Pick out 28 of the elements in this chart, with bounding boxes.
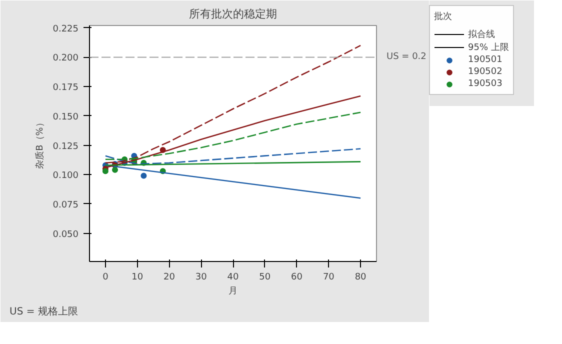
y-tick-label: 0.100 [52,171,79,182]
x-tick-label: 70 [322,272,335,282]
y-tick-label: 0.175 [52,83,78,94]
chart-title: 所有批次的稳定期 [189,8,277,20]
y-tick-label: 0.150 [52,112,79,122]
x-tick-label: 0 [102,272,109,282]
legend-label: 190501 [468,54,502,66]
x-tick-label: 10 [132,272,144,282]
legend-title: 批次 [434,10,453,23]
y-tick-label: 0.075 [52,200,78,210]
x-tick-label: 40 [227,272,239,282]
x-tick-label: 20 [163,272,176,282]
legend-label: 190502 [468,66,502,78]
y-tick-label: 0.125 [52,142,78,152]
x-tick-label: 80 [354,272,367,282]
y-tick-label: 0.050 [52,230,79,240]
legend-label: 190503 [468,78,502,90]
y-tick-label: 0.225 [52,24,78,34]
x-tick-label: 30 [195,272,208,282]
text: US = 规格上限 [10,306,78,318]
x-tick-label: 60 [291,272,303,282]
text: 拟合线 [468,28,495,41]
x-axis-title: 月 [228,286,238,296]
y-tick-label: 0.200 [52,54,79,64]
x-tick-label: 50 [259,272,271,282]
text: 95% 上限 [468,42,509,54]
ref-line-label: US = 0.2 [386,52,426,62]
y-axis-title: 杂质B（%） [34,118,46,169]
